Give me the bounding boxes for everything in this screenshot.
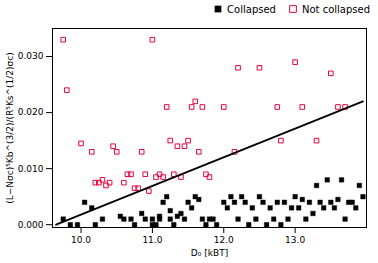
svg-text:(L−Nσc)⁵Kb^(3/2)/(R⁵Ks^(1/2)σc: (L−Nσc)⁵Kb^(3/2)/(R⁵Ks^(1/2)σc) [5, 52, 15, 203]
svg-text:12.0: 12.0 [214, 235, 234, 245]
svg-text:D₀ [kBT]: D₀ [kBT] [191, 248, 228, 258]
svg-text:0.030: 0.030 [18, 51, 44, 61]
html-text:Not collapsed: Not collapsed [301, 3, 370, 15]
svg-text:0.020: 0.020 [18, 107, 44, 117]
html-text:Collapsed: Collapsed [227, 3, 276, 15]
svg-text:0.010: 0.010 [18, 164, 44, 174]
svg-text:10.0: 10.0 [71, 235, 91, 245]
svg-text:11.0: 11.0 [142, 235, 162, 245]
svg-text:13.0: 13.0 [285, 235, 305, 245]
svg-text:0.000: 0.000 [18, 220, 44, 230]
